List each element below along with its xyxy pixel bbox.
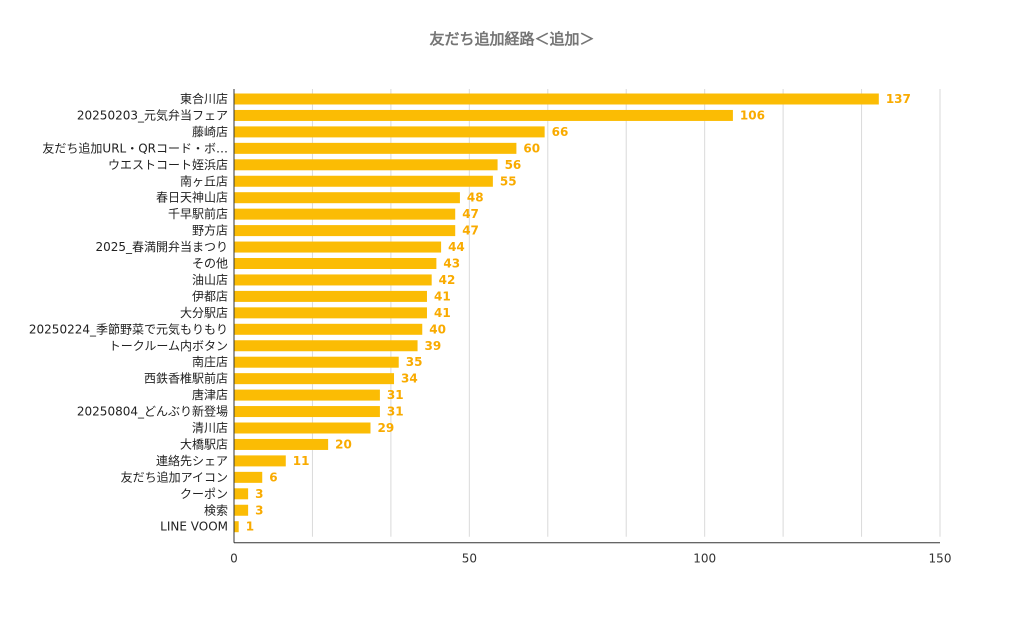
bar [234, 208, 456, 220]
category-label: その他 [192, 257, 228, 271]
category-label: 大橋駅店 [180, 437, 228, 451]
value-label: 20 [335, 437, 352, 451]
value-label: 44 [448, 240, 465, 254]
bar [234, 225, 456, 237]
bar [234, 241, 442, 253]
value-label: 106 [740, 108, 765, 122]
value-label: 60 [523, 141, 540, 155]
value-label: 40 [429, 322, 446, 336]
value-label: 55 [500, 174, 517, 188]
bar [234, 290, 427, 302]
bar [234, 389, 380, 401]
bar [234, 192, 460, 204]
category-label: 清川店 [192, 421, 228, 435]
category-label: 春日天神山店 [156, 191, 228, 205]
bar [234, 175, 493, 187]
category-label: クーポン [180, 487, 228, 501]
value-label: 66 [552, 125, 569, 139]
category-label: LINE VOOM [160, 520, 228, 534]
bar [234, 258, 437, 269]
category-label: 伊都店 [192, 289, 228, 303]
bar [234, 307, 427, 319]
bar [234, 159, 498, 171]
bar [234, 373, 395, 385]
bar [234, 422, 371, 434]
bar [234, 274, 432, 286]
bar [234, 488, 249, 500]
category-label: ウエストコート姪浜店 [108, 158, 228, 172]
bar [234, 109, 733, 121]
value-label: 11 [293, 454, 310, 468]
bar [234, 93, 879, 105]
x-tick-label: 150 [929, 552, 952, 566]
bar [234, 356, 399, 368]
category-label: 南庄店 [192, 354, 228, 369]
category-label: 20250203_元気弁当フェア [77, 107, 228, 122]
category-label: 千早駅前店 [168, 206, 228, 221]
x-tick-label: 50 [462, 552, 477, 566]
value-label: 47 [462, 207, 479, 221]
bar [234, 126, 545, 138]
category-label: 西鉄香椎駅前店 [144, 371, 228, 386]
category-label: 藤崎店 [192, 125, 228, 139]
bar [234, 340, 418, 352]
category-label: 東合川店 [180, 91, 228, 106]
value-label: 3 [255, 503, 263, 517]
value-label: 39 [425, 339, 442, 353]
value-label: 43 [443, 257, 460, 271]
category-label: 連絡先シェア [156, 453, 228, 468]
value-label: 31 [387, 388, 404, 402]
category-label: 20250804_どんぶり新登場 [77, 404, 228, 419]
chart-title: 友だち追加経路＜追加＞ [429, 30, 595, 48]
category-label: 野方店 [192, 223, 228, 238]
bar [234, 471, 263, 483]
category-label: 南ヶ丘店 [180, 173, 228, 188]
category-label: 2025_春満開弁当まつり [95, 239, 228, 254]
value-label: 41 [434, 306, 451, 320]
value-label: 137 [886, 92, 911, 106]
category-label: 20250224_季節野菜で元気もりもり [29, 321, 228, 336]
category-label: 大分駅店 [180, 306, 228, 320]
value-label: 31 [387, 405, 404, 419]
bar [234, 438, 329, 450]
value-label: 34 [401, 372, 418, 386]
value-label: 48 [467, 191, 484, 205]
category-label: 友だち追加アイコン [121, 469, 228, 484]
bar [234, 142, 517, 154]
category-label: 友だち追加URL・QRコード・ボ… [42, 140, 228, 155]
value-label: 3 [255, 487, 263, 501]
value-label: 42 [439, 273, 456, 287]
value-label: 56 [505, 158, 522, 172]
value-label: 6 [269, 470, 277, 484]
value-label: 35 [406, 355, 423, 369]
bar [234, 323, 423, 335]
value-label: 47 [462, 224, 479, 238]
value-label: 41 [434, 289, 451, 303]
category-label: 検索 [204, 503, 228, 517]
bar [234, 455, 286, 467]
bar [234, 504, 249, 516]
x-tick-label: 0 [230, 552, 238, 566]
category-label: 油山店 [192, 273, 228, 287]
bar [234, 406, 380, 418]
bar [234, 521, 239, 533]
value-label: 29 [377, 421, 394, 435]
category-label: トークルーム内ボタン [109, 339, 228, 353]
x-tick-label: 100 [693, 552, 716, 566]
category-label: 唐津店 [192, 387, 228, 402]
value-label: 1 [246, 520, 254, 534]
